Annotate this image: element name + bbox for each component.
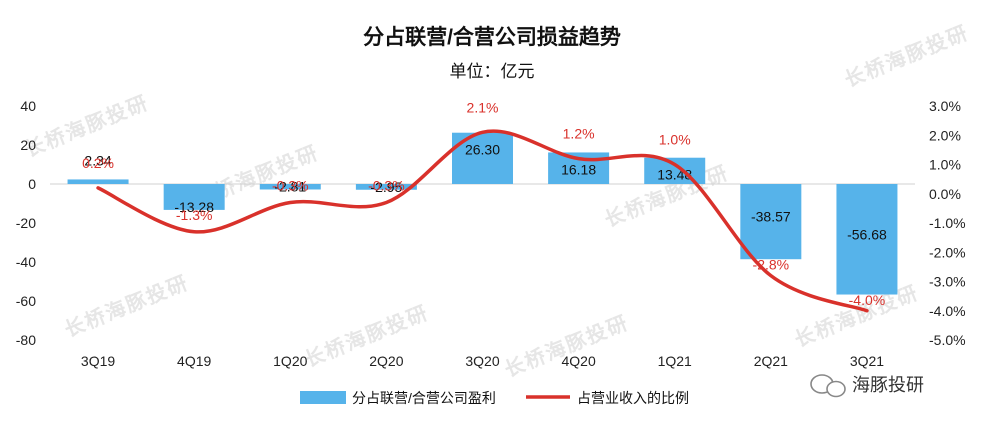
line-value-label: -0.3% (272, 178, 309, 194)
bar (452, 132, 513, 184)
bar-value-label: -2.81 (274, 178, 306, 194)
y-right-tick-label: 0.0% (929, 186, 961, 202)
bar-value-label: 2.34 (84, 152, 111, 168)
bar-value-label: -2.95 (370, 179, 402, 195)
x-tick-label: 2Q20 (369, 353, 403, 369)
x-tick-label: 4Q20 (561, 353, 595, 369)
line-value-label: -4.0% (849, 292, 886, 308)
y-left-tick-label: -40 (16, 254, 36, 270)
y-left-tick-label: -80 (16, 332, 36, 348)
y-left-tick-label: -20 (16, 215, 36, 231)
bar (163, 184, 225, 210)
line-value-label: 1.0% (659, 132, 691, 148)
bar (67, 179, 129, 184)
bar-value-label: -56.68 (847, 226, 887, 242)
x-tick-label: 2Q21 (754, 353, 788, 369)
y-right-tick-label: -4.0% (929, 303, 966, 319)
brand-name: 海豚投研 (852, 375, 924, 395)
y-left-tick-label: 20 (20, 137, 36, 153)
bar-value-label: 26.30 (465, 142, 500, 158)
y-right-tick-label: -1.0% (929, 215, 966, 231)
chart-subtitle: 单位：亿元 (450, 62, 535, 81)
y-left-tick-label: 40 (20, 98, 36, 114)
bar (644, 157, 706, 184)
x-tick-label: 3Q20 (465, 353, 499, 369)
x-tick-label: 1Q20 (273, 353, 307, 369)
x-tick-label: 4Q19 (177, 353, 211, 369)
chart-title: 分占联营/合营公司损益趋势 (363, 25, 621, 49)
x-tick-label: 3Q19 (81, 353, 115, 369)
x-tick-label: 3Q21 (850, 353, 884, 369)
line-value-label: -0.3% (368, 178, 405, 194)
line-value-label: -2.8% (753, 257, 790, 273)
y-left-tick-label: -60 (16, 293, 36, 309)
bar (355, 184, 417, 190)
y-right-tick-label: -5.0% (929, 332, 966, 348)
legend-label-line: 占营业收入的比例 (577, 390, 689, 406)
bar-value-label: -13.28 (174, 199, 214, 215)
line-value-label: 2.1% (467, 99, 499, 115)
y-right-tick-label: 1.0% (929, 157, 961, 173)
legend-label-bars: 分占联营/合营公司盈利 (352, 390, 496, 406)
bar (259, 184, 321, 190)
y-right-tick-label: -3.0% (929, 274, 966, 290)
line-value-label: -1.3% (176, 207, 213, 223)
wechat-icon (810, 374, 846, 398)
y-right-tick-label: 2.0% (929, 127, 961, 143)
legend-swatch-bars (300, 391, 346, 404)
line-value-label: 1.2% (563, 126, 595, 142)
y-right-tick-label: -2.0% (929, 244, 966, 260)
bar-value-label: 16.18 (561, 161, 596, 177)
y-right-tick-label: 3.0% (929, 98, 961, 114)
x-tick-label: 1Q21 (658, 353, 692, 369)
bar (836, 184, 898, 295)
line-value-label: 0.2% (82, 155, 114, 171)
y-left-tick-label: 0 (28, 176, 36, 192)
bar (740, 184, 802, 260)
bar-value-label: -38.57 (751, 209, 791, 225)
